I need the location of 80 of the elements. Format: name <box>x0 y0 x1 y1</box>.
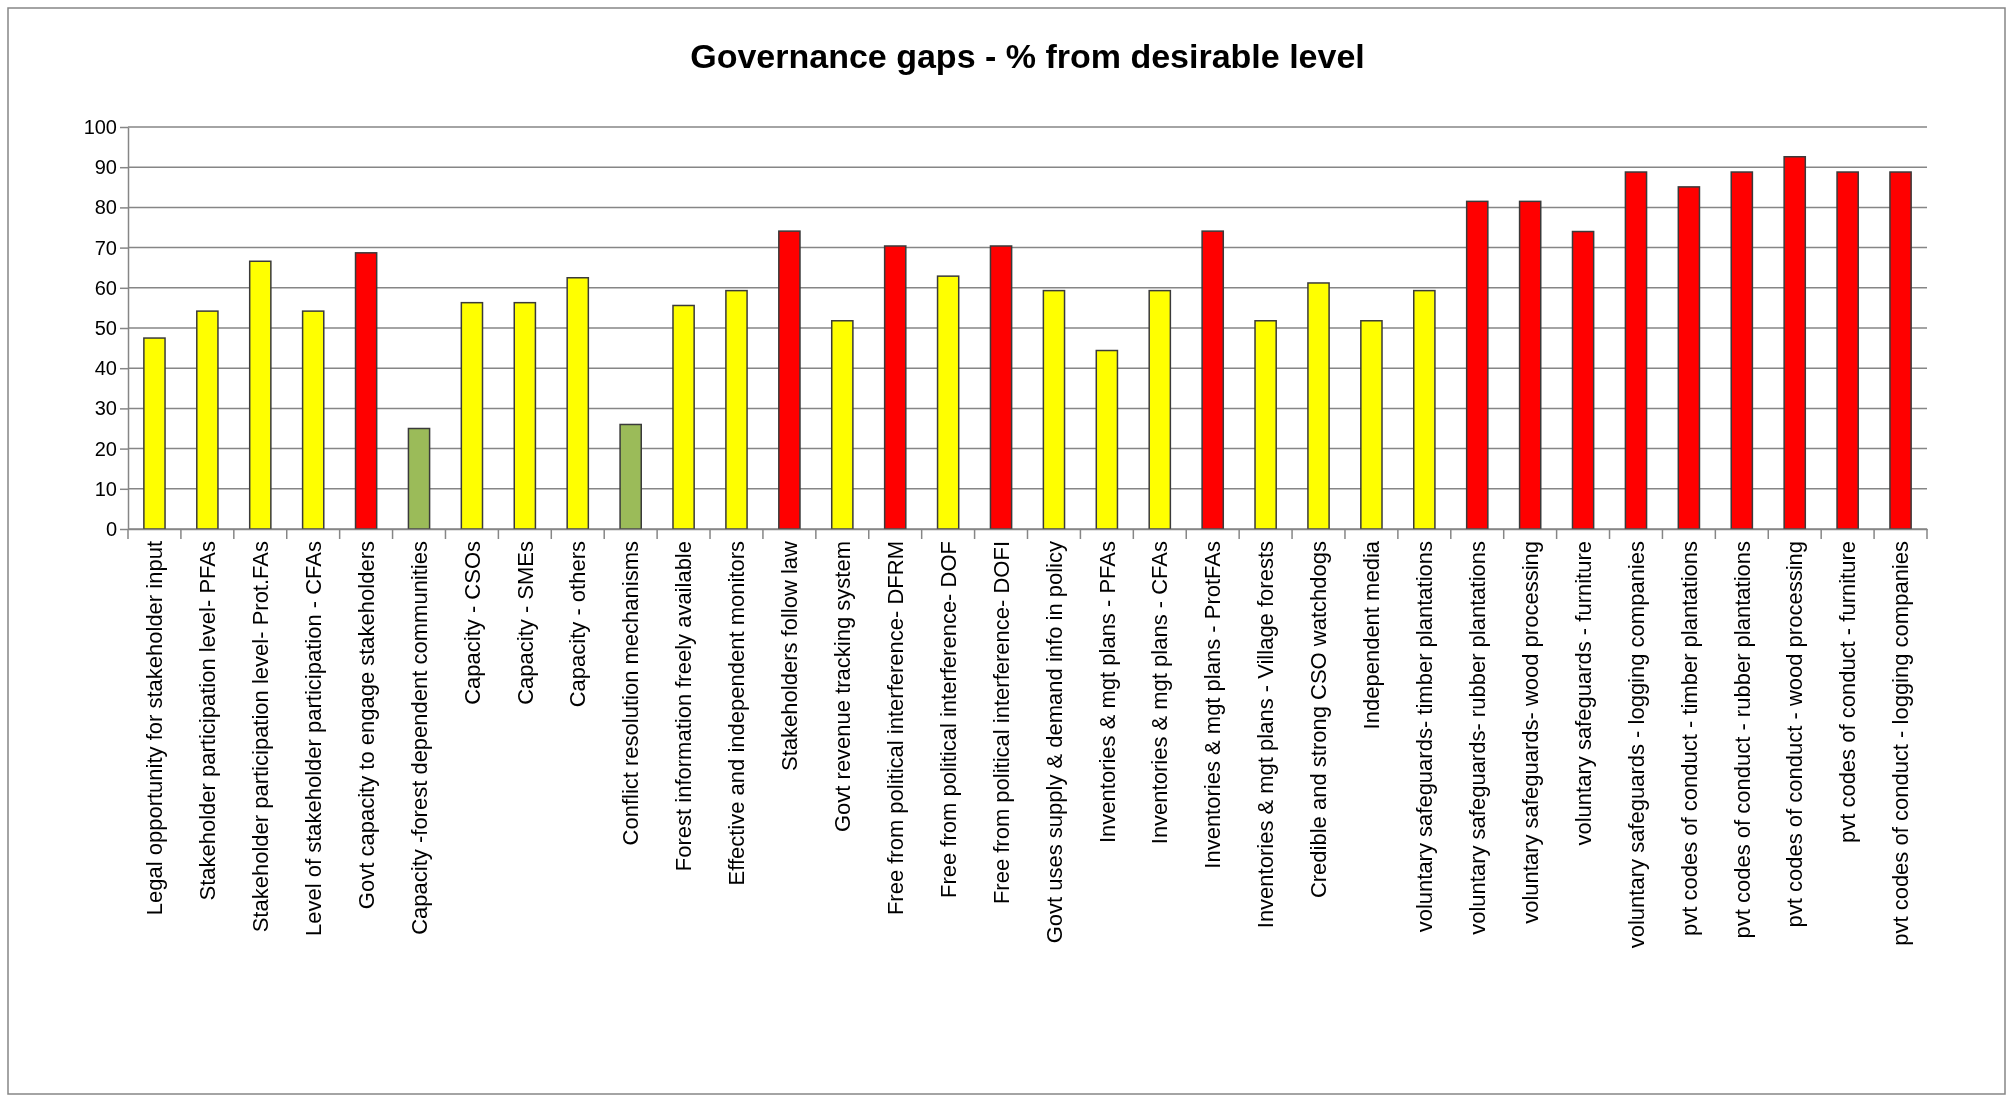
bar <box>407 427 431 530</box>
bar <box>778 230 801 530</box>
x-tick-label: Forest information freely available <box>671 541 697 872</box>
x-tick-label: Independent media <box>1359 540 1385 730</box>
bar <box>1836 171 1859 530</box>
x-tick-label: Capacity - CSOs <box>459 541 485 705</box>
y-tick-label: 50 <box>94 316 117 339</box>
bar <box>1307 282 1330 530</box>
bar <box>513 301 537 530</box>
bar <box>883 245 907 530</box>
x-tick-label: Capacity - SMEs <box>512 541 538 705</box>
x-tick-label: Credible and strong CSO watchdogs <box>1306 541 1332 899</box>
x-tick-label: Stakeholders follow law <box>777 540 803 771</box>
bar <box>1254 320 1277 530</box>
x-tick-label: Free from political interference- DFRM <box>882 541 908 916</box>
x-tick-label: Capacity -forest dependent communities <box>406 541 432 935</box>
x-tick-label: voluntary safeguards - logging companies <box>1623 541 1649 949</box>
bar <box>143 337 166 530</box>
bar <box>1465 200 1489 530</box>
y-tick-label: 40 <box>94 357 117 380</box>
x-tick-label: pvt codes of conduct - rubber plantations <box>1729 541 1755 939</box>
x-tick-label: Stakeholder participation level- PFAs <box>195 541 221 901</box>
bar <box>248 260 272 530</box>
y-tick-label: 0 <box>105 517 117 540</box>
x-tick-label: Govt revenue tracking system <box>830 541 856 833</box>
x-tick-label: Inventories & mgt plans - PFAs <box>1094 541 1120 844</box>
x-tick-label: voluntary safeguards- wood processing <box>1517 541 1543 924</box>
bar <box>725 289 748 530</box>
x-tick-label: voluntary safeguards- rubber plantations <box>1464 541 1490 935</box>
y-tick-label: 20 <box>94 437 117 460</box>
x-tick-label: pvt codes of conduct - timber plantations <box>1676 541 1702 936</box>
x-tick-label: Free from political interference- DOFI <box>988 541 1014 905</box>
bar <box>1783 156 1807 530</box>
x-tick-label: Capacity - others <box>565 541 591 708</box>
x-tick-label: Level of stakeholder participation - CFAs <box>300 541 326 936</box>
y-tick-label: 70 <box>94 236 117 259</box>
bar <box>1148 289 1172 530</box>
x-tick-label: Stakeholder participation level- Prot.FAs <box>247 541 273 933</box>
bar <box>830 320 854 530</box>
x-tick-label: Inventories & mgt plans - Village forests <box>1253 541 1279 929</box>
bar <box>354 252 378 530</box>
bar <box>1042 289 1066 530</box>
bar <box>1571 230 1595 530</box>
bar <box>1730 171 1754 530</box>
bar <box>301 310 325 530</box>
bar <box>1360 320 1383 530</box>
y-tick-label: 80 <box>94 196 117 219</box>
y-tick-label: 10 <box>94 477 117 500</box>
x-tick-label: Inventories & mgt plans - CFAs <box>1147 541 1173 845</box>
bar <box>1624 171 1648 530</box>
x-tick-label: Free from political interference- DOF <box>935 541 961 898</box>
x-tick-label: Inventories & mgt plans - ProtFAs <box>1200 541 1226 869</box>
x-tick-label: Legal opportunity for stakeholder input <box>142 541 168 916</box>
bar <box>1095 349 1119 530</box>
x-tick-label: Govt uses supply & demand info in policy <box>1041 541 1067 944</box>
y-tick-label: 90 <box>94 156 117 179</box>
bar <box>1201 230 1225 530</box>
y-tick-label: 30 <box>94 397 117 420</box>
x-tick-label: pvt codes of conduct - wood processing <box>1782 541 1808 928</box>
x-tick-label: Conflict resolution mechanisms <box>618 541 644 846</box>
x-tick-label: voluntary safeguards- timber plantations <box>1412 541 1438 933</box>
x-tick-label: voluntary safeguards - furniture <box>1570 541 1596 846</box>
y-tick-label: 100 <box>83 115 117 138</box>
x-tick-label: pvt codes of conduct - logging companies <box>1888 541 1914 946</box>
bar <box>672 304 695 530</box>
bar <box>566 277 590 530</box>
bar <box>1518 200 1542 530</box>
bar <box>460 301 484 530</box>
x-tick-label: Effective and independent monitors <box>724 541 750 886</box>
x-tick-label: pvt codes of conduct - furniture <box>1835 541 1861 844</box>
bar <box>1677 186 1701 530</box>
bar <box>619 423 642 530</box>
bar <box>989 245 1013 530</box>
y-tick-label: 60 <box>94 276 117 299</box>
chart-title: Governance gaps - % from desirable level <box>690 37 1365 75</box>
x-tick-label: Govt capacity to engage stakeholders <box>353 541 379 910</box>
bar <box>1413 289 1436 530</box>
bar <box>1889 171 1912 530</box>
bar <box>196 310 219 530</box>
bar <box>936 275 960 530</box>
